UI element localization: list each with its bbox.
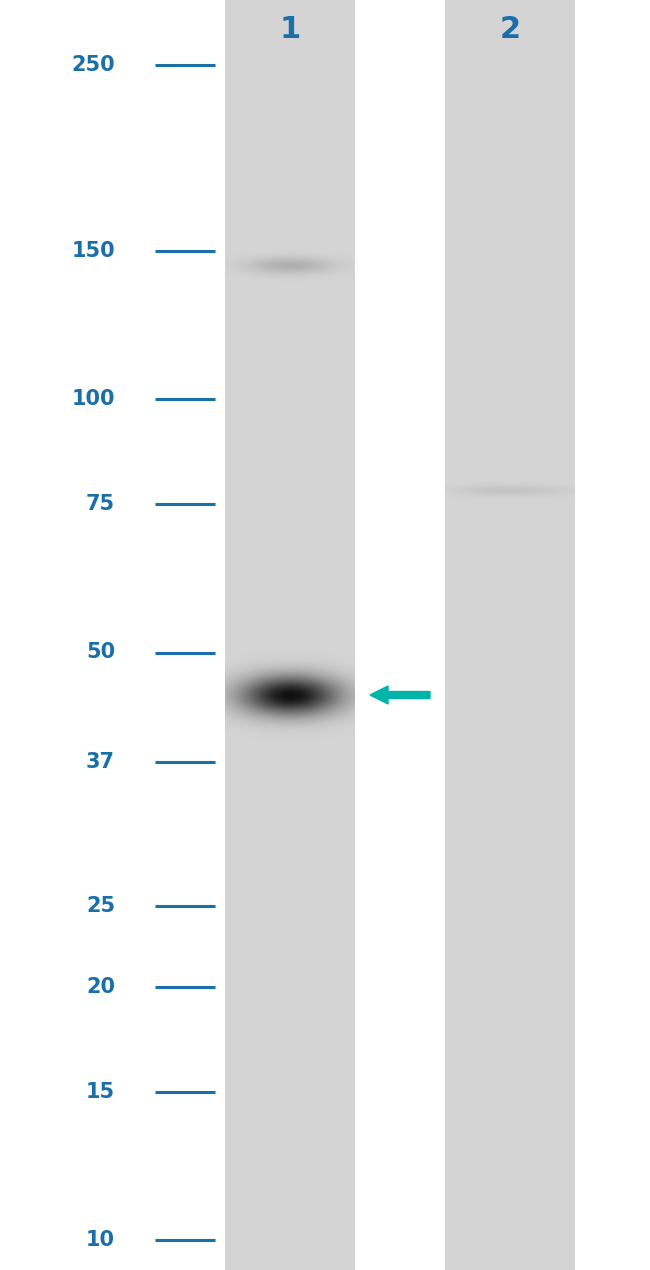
Text: 2: 2 — [499, 15, 521, 44]
Text: 20: 20 — [86, 977, 115, 997]
FancyArrow shape — [370, 686, 430, 704]
Text: 150: 150 — [72, 241, 115, 262]
Text: 10: 10 — [86, 1231, 115, 1250]
Text: 50: 50 — [86, 643, 115, 663]
Text: 15: 15 — [86, 1082, 115, 1102]
Text: 37: 37 — [86, 752, 115, 772]
Text: 250: 250 — [72, 55, 115, 75]
Text: 25: 25 — [86, 895, 115, 916]
Text: 1: 1 — [280, 15, 300, 44]
Text: 75: 75 — [86, 494, 115, 514]
Text: 100: 100 — [72, 390, 115, 409]
